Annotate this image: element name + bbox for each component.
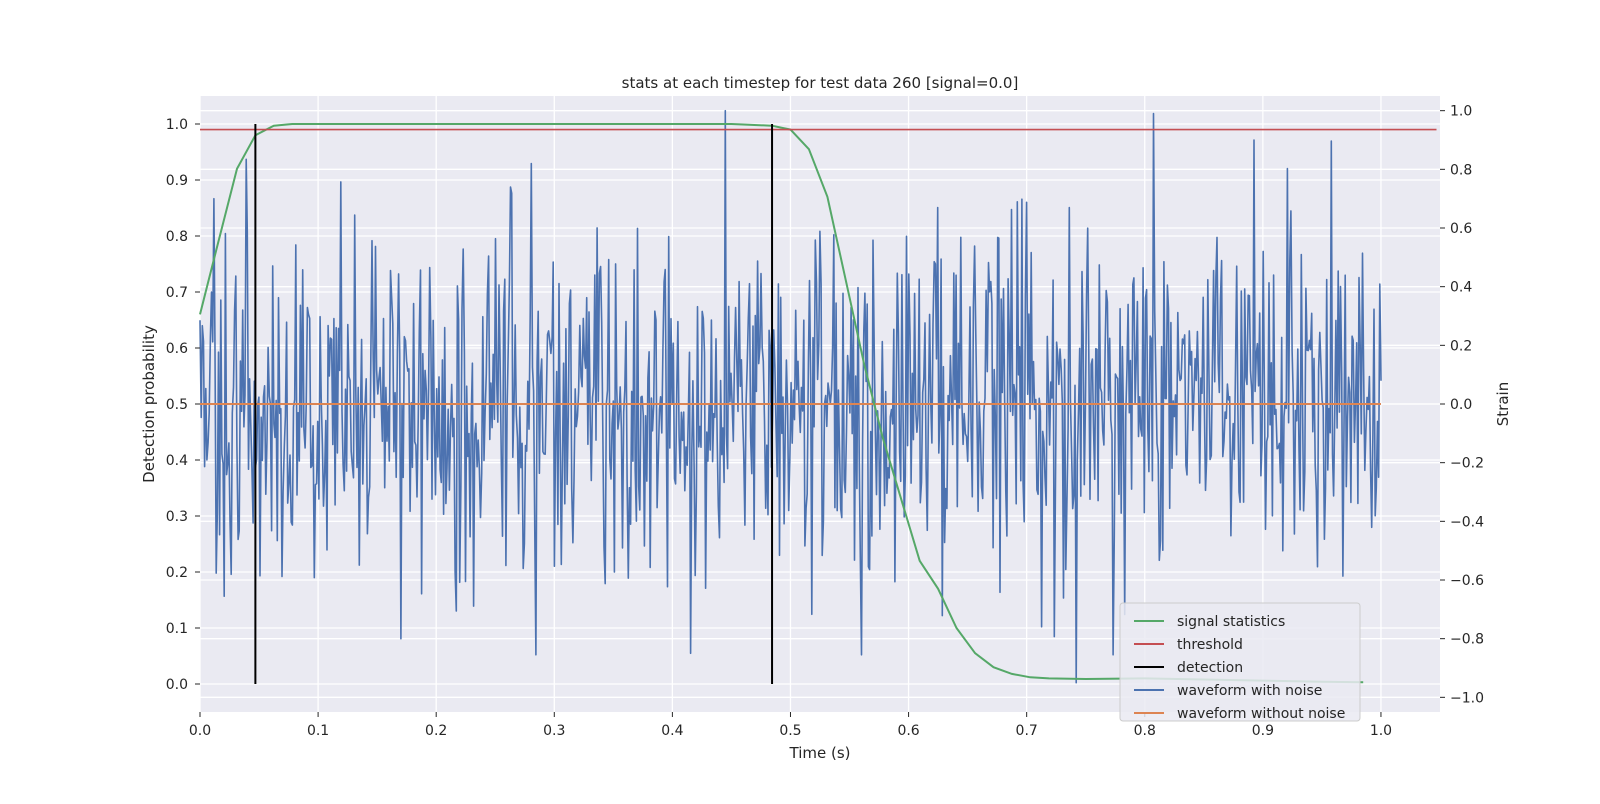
chart-title: stats at each timestep for test data 260… — [622, 74, 1019, 92]
x-tick-label: 0.8 — [1134, 723, 1156, 739]
series-layer — [199, 109, 1437, 684]
legend-label: waveform without noise — [1177, 706, 1345, 722]
x-tick-label: 0.0 — [189, 723, 211, 739]
y-tick-label-left: 1.0 — [166, 117, 188, 133]
legend-label: detection — [1177, 660, 1243, 676]
x-tick-label: 0.6 — [897, 723, 919, 739]
x-tick-label: 1.0 — [1370, 723, 1392, 739]
x-tick-label: 0.1 — [307, 723, 329, 739]
y-tick-label-right: 0.6 — [1450, 221, 1472, 237]
y-tick-label-left: 0.3 — [166, 509, 188, 525]
y-tick-label-right: 0.0 — [1450, 397, 1472, 413]
y-axis-label-left: Detection probability — [140, 325, 158, 483]
y-tick-label-right: −0.4 — [1450, 514, 1484, 530]
y-tick-label-left: 0.5 — [166, 397, 188, 413]
y-tick-label-left: 0.6 — [166, 341, 188, 357]
y-tick-label-right: 0.2 — [1450, 338, 1472, 354]
y-tick-label-left: 0.1 — [166, 621, 188, 637]
y-tick-label-right: −1.0 — [1450, 690, 1484, 706]
waveform-with-noise-line — [199, 109, 1382, 684]
y-tick-label-right: −0.2 — [1450, 456, 1484, 472]
x-tick-label: 0.7 — [1016, 723, 1038, 739]
y-tick-label-left: 0.9 — [166, 173, 188, 189]
legend-label: waveform with noise — [1177, 683, 1322, 699]
x-tick-label: 0.5 — [779, 723, 801, 739]
x-tick-label: 0.3 — [543, 723, 565, 739]
legend-label: threshold — [1177, 637, 1243, 653]
y-tick-label-right: 0.4 — [1450, 280, 1472, 296]
y-tick-label-right: −0.6 — [1450, 573, 1484, 589]
y-tick-label-left: 0.8 — [166, 229, 188, 245]
legend: signal statistics threshold detection wavef… — [1119, 602, 1361, 722]
signal-statistics-line — [199, 123, 1364, 684]
legend-box — [1119, 602, 1361, 722]
y-tick-label-right: −0.8 — [1450, 632, 1484, 648]
y-tick-label-right: 1.0 — [1450, 104, 1472, 120]
y-tick-label-left: 0.0 — [166, 677, 188, 693]
x-tick-label: 0.2 — [425, 723, 447, 739]
axes: 0.0 0.1 0.2 0.3 0.4 0.5 0.6 0.7 0.8 0.9 1.0 0.0 0.1 0… — [166, 104, 1484, 739]
y-tick-label-right: 0.8 — [1450, 162, 1472, 178]
y-tick-label-left: 0.2 — [166, 565, 188, 581]
y-tick-label-left: 0.4 — [166, 453, 188, 469]
y-tick-label-left: 0.7 — [166, 285, 188, 301]
y-axis-label-right: Strain — [1494, 382, 1512, 426]
x-tick-label: 0.9 — [1252, 723, 1274, 739]
legend-label: signal statistics — [1177, 614, 1285, 630]
x-axis-label: Time (s) — [789, 744, 851, 762]
x-tick-label: 0.4 — [661, 723, 683, 739]
